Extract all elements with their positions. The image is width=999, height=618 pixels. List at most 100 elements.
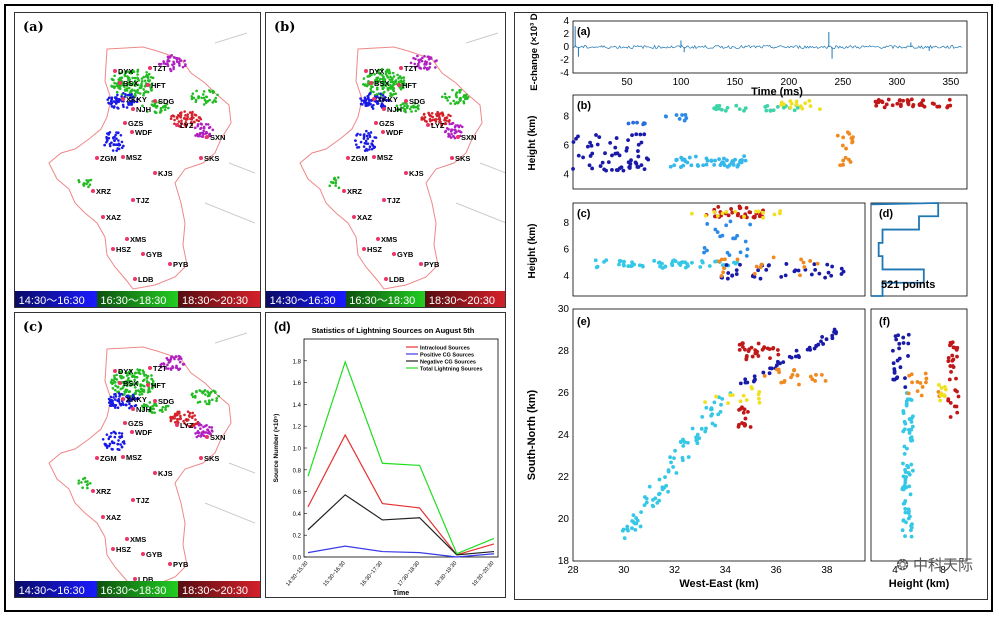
lightning-source-point [146,374,150,378]
lightning-source-point [185,123,189,127]
lightning-source-point [113,85,117,88]
lightning-source-point [110,381,114,385]
height-time-point [808,104,813,109]
city-marker [382,198,386,202]
height-time-point [672,163,677,168]
plan-view-point [630,526,634,531]
lightning-source-point [127,76,131,80]
lightning-source-point [109,395,113,399]
lightning-source-point [388,99,391,102]
height-sn-point [905,446,909,451]
city-marker [130,430,134,434]
height-we-point [744,254,749,258]
lightning-source-point [138,372,142,375]
lightning-source-point [119,84,122,88]
lightning-source-point [107,136,111,140]
plan-view-point [644,496,649,501]
height-we-point [815,261,820,266]
lightning-source-point [125,106,129,109]
height-we-point [735,260,740,265]
city-marker [404,99,408,103]
height-we-point [761,215,765,220]
height-time-point [603,151,607,156]
lightning-source-point [383,90,386,94]
lightning-source-point [125,394,129,398]
lightning-source-point [383,78,387,81]
city-marker [141,252,145,256]
height-sn-point [896,333,901,338]
stats-series-line [307,545,495,558]
height-time-point [639,140,644,145]
lightning-source-point [130,102,133,106]
height-we-ylabel: Height (km) [527,224,538,279]
lightning-source-point [146,391,150,394]
lightning-source-point [169,69,173,73]
lightning-source-point [175,60,179,63]
colorbar-segment [178,581,260,597]
lightning-source-point [193,113,196,116]
lightning-source-point [423,54,426,58]
city-marker [118,381,122,385]
lightning-source-point [445,96,449,100]
lightning-source-point [108,442,112,446]
plan-view-point [749,345,754,350]
plan-view-point [775,359,780,364]
map-panel-a: (a) DYX TZT BSX HFT XKKY SDG NJH GZS WDF LYZ SXN ZG… [14,12,261,308]
lightning-source-point [363,96,367,100]
lightning-source-point [392,89,396,93]
lightning-source-point [89,178,93,182]
lightning-source-point [416,105,420,108]
lightning-source-point [113,139,116,142]
lightning-source-point [196,123,200,126]
height-we-point [823,275,828,280]
height-we-point [758,276,763,281]
height-we-point [700,259,704,263]
height-we-point [715,230,720,235]
lightning-source-point [334,179,338,182]
plan-view-point [714,394,719,399]
height-time-point [734,103,739,108]
height-sn-point [901,409,906,413]
height-we-point [660,266,665,270]
plan-view-point [709,407,713,412]
lightning-source-point [440,124,444,127]
plan-view-point [741,393,746,398]
lightning-source-point [173,414,177,418]
height-time-point [646,157,651,162]
plan-view-point [744,398,749,402]
city-marker [131,198,135,202]
height-time-point [932,102,936,106]
height-time-point [598,164,603,168]
lightning-source-point [450,122,454,125]
lightning-source-point [176,410,179,414]
height-time-point [626,160,631,165]
lightning-source-point [183,110,186,113]
plan-view-point [685,440,690,445]
city-label: XKKY [126,395,147,404]
height-we-point [720,233,725,238]
lightning-source-point [174,420,177,424]
plan-view-point [633,527,638,532]
height-time-point [948,103,953,108]
stats-xtick-label: 16:30~17:30 [360,560,384,587]
lightning-source-point [386,82,390,85]
height-sn-point [904,399,909,403]
height-time-point [911,104,915,109]
histogram-panel-label: (d) [879,208,893,220]
height-time-point [664,114,668,119]
lightning-source-point [430,111,434,115]
height-we-point [745,247,750,252]
height-sn-point [906,341,911,346]
stats-ytick-label: 1.6 [293,381,302,387]
lightning-source-point [173,357,176,361]
lightning-source-point [118,87,122,91]
lightning-source-point [368,148,371,151]
lightning-source-point [434,120,438,123]
height-sn-point [897,341,902,346]
stats-series-line [307,360,495,555]
lightning-source-point [142,88,145,91]
plan-view-point [681,444,686,448]
height-sn-point [909,372,914,377]
plan-view-point [717,395,721,400]
lightning-source-point [199,427,202,431]
